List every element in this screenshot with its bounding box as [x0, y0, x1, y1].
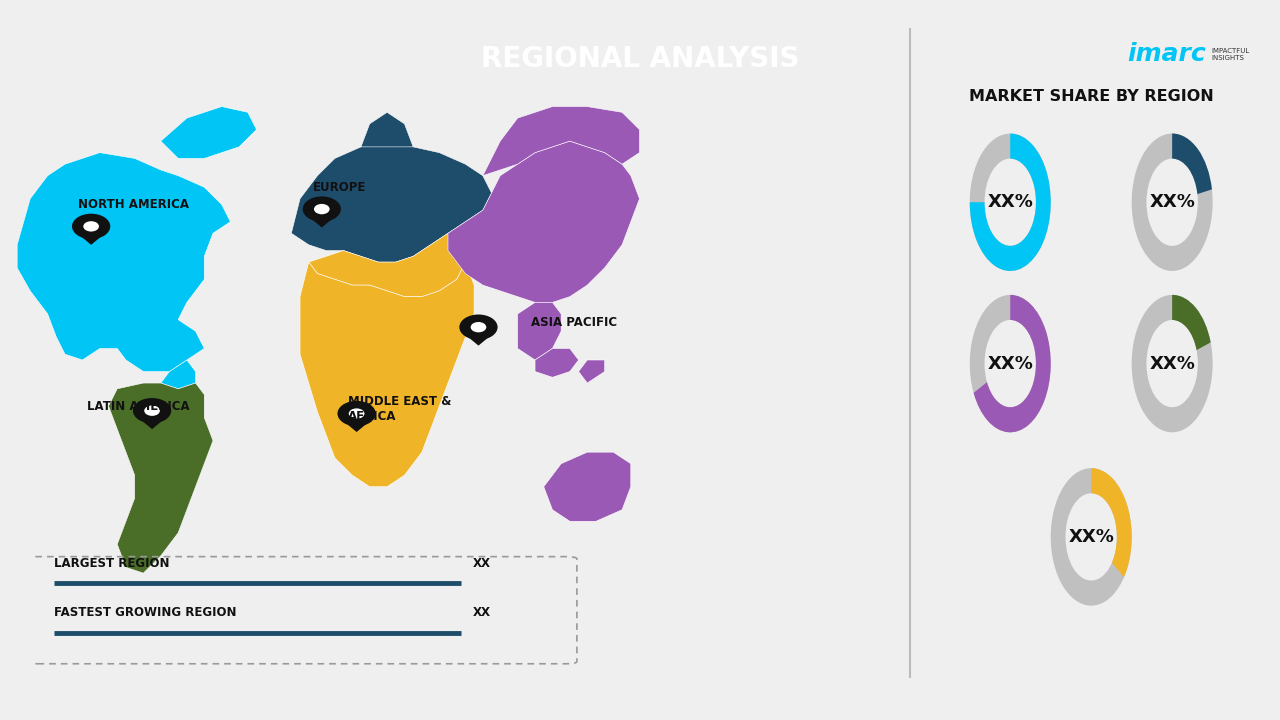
Circle shape — [302, 197, 340, 222]
Wedge shape — [970, 133, 1051, 271]
Wedge shape — [970, 295, 1051, 432]
Text: XX%: XX% — [987, 355, 1033, 373]
Polygon shape — [161, 107, 256, 158]
Wedge shape — [1132, 295, 1212, 432]
Text: XX%: XX% — [987, 193, 1033, 211]
Text: REGIONAL ANALYSIS: REGIONAL ANALYSIS — [481, 45, 799, 73]
Circle shape — [460, 315, 498, 340]
Text: FASTEST GROWING REGION: FASTEST GROWING REGION — [54, 606, 237, 619]
Circle shape — [83, 221, 99, 232]
Polygon shape — [17, 153, 230, 372]
Polygon shape — [308, 233, 466, 297]
Circle shape — [348, 408, 365, 419]
Circle shape — [145, 405, 160, 416]
Circle shape — [72, 214, 110, 239]
Circle shape — [471, 322, 486, 333]
Polygon shape — [346, 423, 367, 432]
Text: XX: XX — [472, 606, 490, 619]
Wedge shape — [1172, 295, 1211, 350]
Circle shape — [133, 398, 172, 423]
Text: XX%: XX% — [1069, 528, 1114, 546]
Polygon shape — [483, 107, 640, 176]
Wedge shape — [970, 133, 1051, 271]
Text: XX%: XX% — [1149, 355, 1196, 373]
Polygon shape — [448, 141, 640, 302]
Polygon shape — [468, 337, 489, 346]
Wedge shape — [1132, 133, 1212, 271]
Polygon shape — [311, 219, 333, 228]
Text: ASIA PACIFIC: ASIA PACIFIC — [531, 316, 617, 329]
Polygon shape — [361, 112, 413, 147]
Polygon shape — [81, 236, 101, 245]
Polygon shape — [544, 452, 631, 521]
Text: imarc: imarc — [1128, 42, 1206, 66]
Text: LARGEST REGION: LARGEST REGION — [54, 557, 169, 570]
Polygon shape — [292, 141, 492, 262]
Text: XX%: XX% — [1149, 193, 1196, 211]
Wedge shape — [1172, 133, 1212, 194]
Polygon shape — [517, 302, 561, 360]
Polygon shape — [535, 348, 579, 377]
Text: IMPACTFUL
INSIGHTS: IMPACTFUL INSIGHTS — [1211, 48, 1249, 61]
Text: EUROPE: EUROPE — [314, 181, 366, 194]
Polygon shape — [579, 360, 604, 383]
Polygon shape — [300, 262, 474, 487]
Wedge shape — [1091, 468, 1132, 577]
Text: LATIN AMERICA: LATIN AMERICA — [87, 400, 189, 413]
Text: MIDDLE EAST &
AFRICA: MIDDLE EAST & AFRICA — [348, 395, 452, 423]
Polygon shape — [142, 420, 163, 429]
Wedge shape — [974, 295, 1051, 432]
Text: MARKET SHARE BY REGION: MARKET SHARE BY REGION — [969, 89, 1213, 104]
Polygon shape — [109, 383, 212, 573]
Circle shape — [338, 401, 376, 426]
Wedge shape — [1051, 468, 1132, 606]
Polygon shape — [161, 360, 196, 389]
Circle shape — [314, 204, 330, 215]
Text: XX: XX — [472, 557, 490, 570]
Text: NORTH AMERICA: NORTH AMERICA — [78, 198, 189, 211]
